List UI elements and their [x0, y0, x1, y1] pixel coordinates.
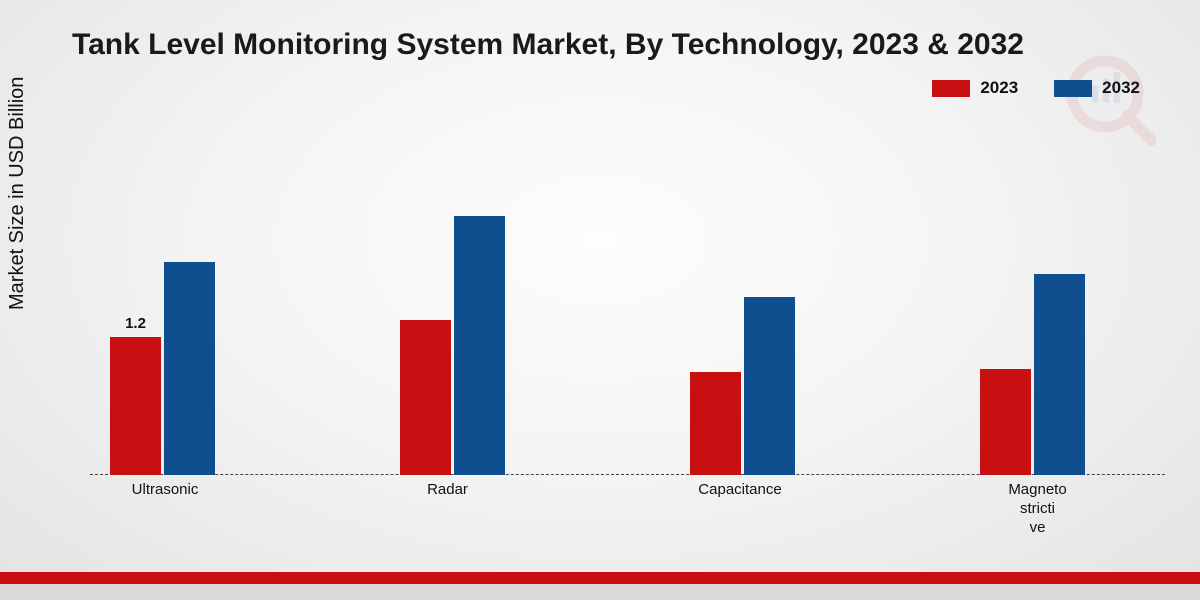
legend: 2023 2032	[932, 78, 1140, 98]
bar-group: 1.2	[110, 262, 215, 475]
legend-swatch-2032	[1054, 80, 1092, 97]
footer-band	[0, 572, 1200, 600]
bar-2023	[980, 369, 1031, 475]
bar-2032	[454, 216, 505, 475]
category-label: Magneto stricti ve	[1000, 481, 1075, 537]
bar-group	[980, 274, 1085, 475]
category-label: Radar	[420, 481, 475, 500]
bar-2023	[400, 320, 451, 475]
legend-item-2032: 2032	[1054, 78, 1140, 98]
legend-item-2023: 2023	[932, 78, 1018, 98]
legend-label-2023: 2023	[980, 78, 1018, 98]
category-label: Capacitance	[695, 481, 785, 500]
legend-label-2032: 2032	[1102, 78, 1140, 98]
bar-2032	[1034, 274, 1085, 475]
category-label: Ultrasonic	[130, 481, 200, 500]
bar-value-label: 1.2	[110, 315, 161, 332]
chart-title: Tank Level Monitoring System Market, By …	[72, 28, 1024, 62]
bar-2032	[164, 262, 215, 475]
bar-2023	[690, 372, 741, 476]
bar-2023: 1.2	[110, 337, 161, 475]
y-axis-label: Market Size in USD Billion	[6, 77, 29, 310]
bar-2032	[744, 297, 795, 475]
bar-group	[690, 297, 795, 475]
footer-red-stripe	[0, 572, 1200, 584]
footer-grey-stripe	[0, 584, 1200, 600]
plot-area: 1.2 UltrasonicRadarCapacitanceMagneto st…	[90, 130, 1165, 475]
bar-group	[400, 216, 505, 475]
legend-swatch-2023	[932, 80, 970, 97]
